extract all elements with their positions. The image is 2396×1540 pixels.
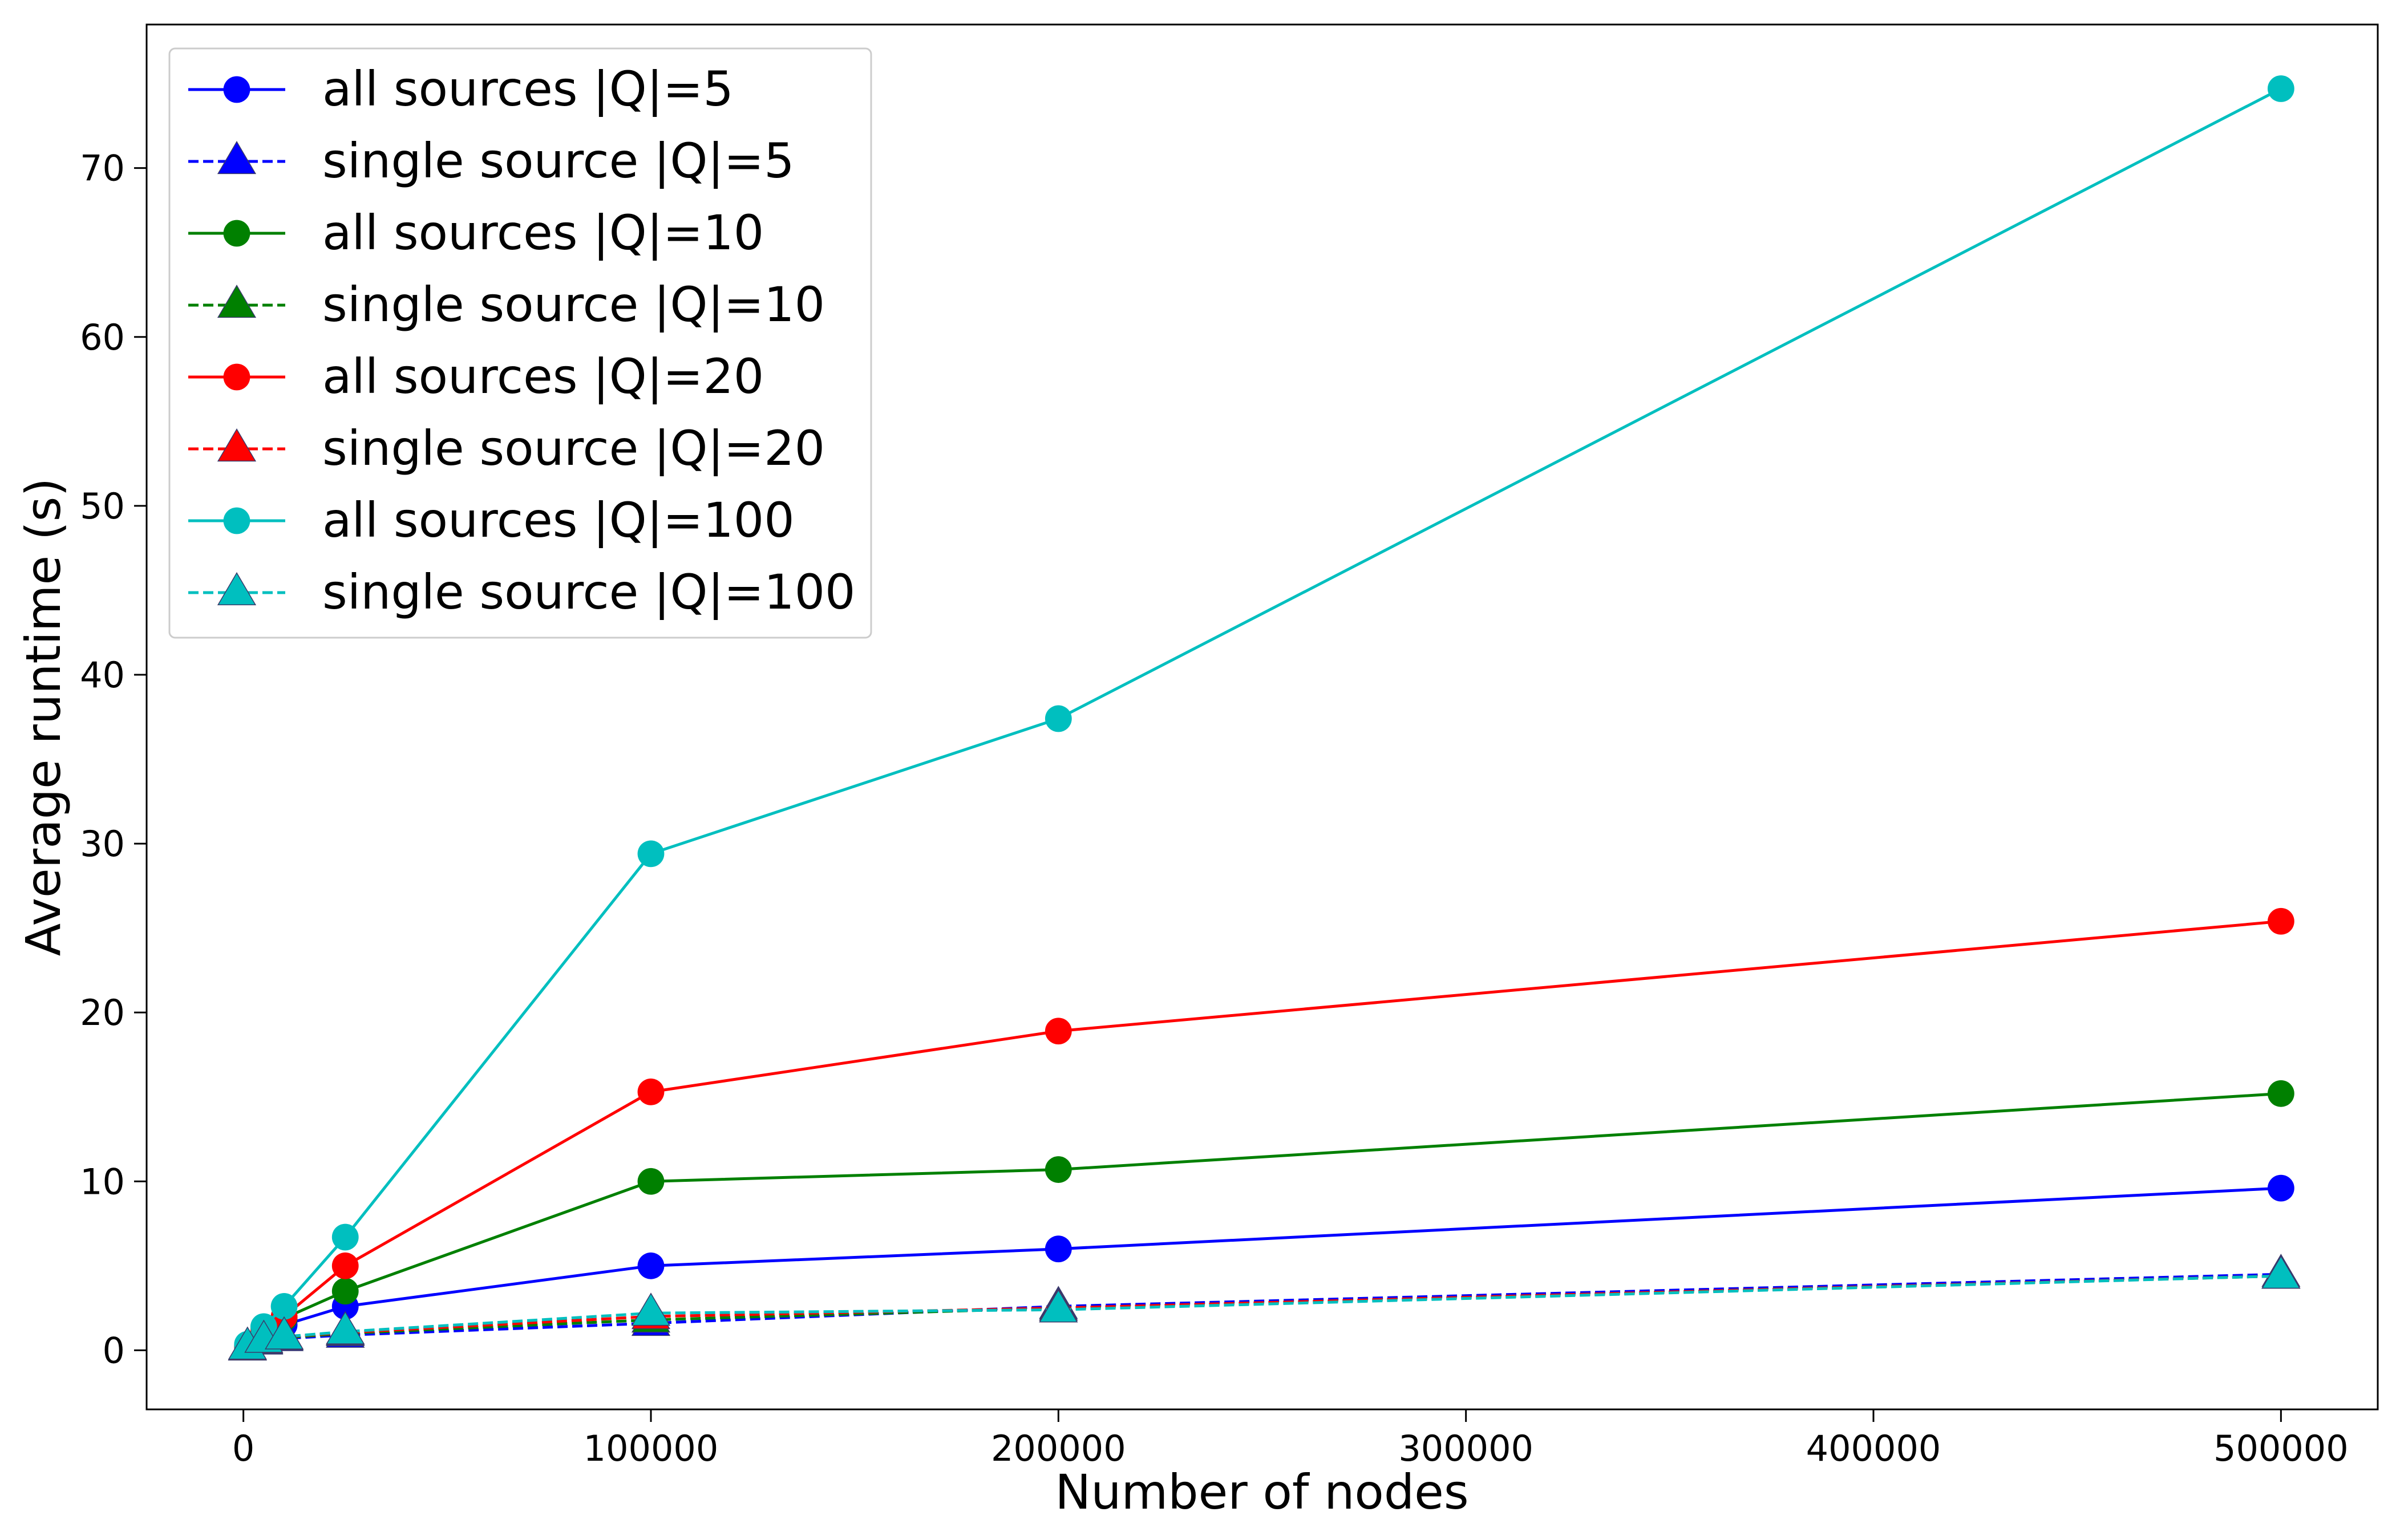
y-tick-label: 50 [80, 485, 125, 527]
legend-label: single source |Q|=10 [322, 277, 825, 333]
series-line [246, 1274, 2281, 1348]
legend-marker [223, 363, 250, 391]
legend-label: all sources |Q|=10 [322, 205, 764, 261]
data-point [631, 1292, 671, 1326]
data-point [2267, 75, 2294, 102]
legend-item: single source |Q|=5 [188, 133, 795, 189]
legend-item: all sources |Q|=100 [188, 492, 795, 548]
data-point [2261, 1255, 2301, 1289]
legend-frame [168, 47, 872, 639]
y-axis: 0 10 20 30 40 50 60 70 [80, 148, 147, 1371]
data-point [637, 1252, 665, 1279]
data-point [1045, 705, 1072, 732]
legend-marker [223, 507, 250, 534]
data-point [1045, 1156, 1072, 1183]
data-point [326, 1311, 365, 1344]
data-point [270, 1292, 298, 1320]
y-tick-label: 40 [80, 654, 125, 696]
data-point [331, 1278, 359, 1305]
y-tick-label: 10 [80, 1161, 125, 1202]
x-tick-label: 0 [232, 1428, 254, 1469]
series-line [246, 1186, 2281, 1348]
series-5 [228, 1255, 2301, 1361]
series-line [246, 1274, 2281, 1349]
data-point [331, 1252, 359, 1279]
data-point [2267, 1080, 2294, 1107]
data-point [1045, 1235, 1072, 1263]
series-layer [228, 75, 2301, 1361]
data-point [331, 1223, 359, 1251]
series-line [246, 1272, 2281, 1349]
legend-label: single source |Q|=5 [322, 133, 795, 189]
legend-marker [217, 285, 257, 318]
legend-marker [217, 141, 257, 175]
legend-label: all sources |Q|=100 [322, 492, 795, 548]
legend-marker [223, 76, 250, 103]
data-point [2267, 907, 2294, 935]
data-point [637, 1168, 665, 1195]
x-tick-label: 100000 [584, 1428, 719, 1469]
data-point [2267, 1174, 2294, 1202]
legend-item: single source |Q|=100 [188, 564, 855, 620]
y-tick-label: 70 [80, 148, 125, 189]
series-line [246, 1274, 2281, 1349]
legend-label: single source |Q|=20 [322, 420, 825, 476]
legend-label: single source |Q|=100 [322, 564, 855, 620]
legend-item: single source |Q|=10 [188, 277, 825, 333]
x-tick-label: 300000 [1398, 1428, 1533, 1469]
data-point [637, 840, 665, 868]
y-tick-label: 20 [80, 992, 125, 1034]
legend-item: all sources |Q|=20 [188, 348, 764, 404]
series-4 [234, 907, 2294, 1359]
legend-label: all sources |Q|=20 [322, 348, 764, 404]
x-tick-label: 200000 [991, 1428, 1126, 1469]
y-tick-label: 30 [80, 823, 125, 865]
legend-item: all sources |Q|=5 [188, 61, 734, 117]
data-point [1045, 1018, 1072, 1045]
series-2 [234, 1080, 2294, 1360]
series-7 [228, 1255, 2301, 1360]
x-axis: 0 100000 200000 300000 400000 500000 [232, 1409, 2349, 1469]
series-0 [234, 1174, 2294, 1360]
legend: all sources |Q|=5 single source |Q|=5 all … [168, 47, 872, 639]
legend-marker [217, 428, 257, 462]
data-point [637, 1078, 665, 1105]
legend-item: all sources |Q|=10 [188, 205, 764, 261]
x-tick-label: 500000 [2213, 1428, 2349, 1469]
plot-frame [145, 23, 2379, 1411]
x-tick-label: 400000 [1806, 1428, 1941, 1469]
series-line [246, 1092, 2281, 1347]
legend-item: single source |Q|=20 [188, 420, 825, 476]
y-tick-label: 60 [80, 317, 125, 358]
y-tick-label: 0 [103, 1330, 125, 1371]
series-1 [228, 1254, 2301, 1361]
series-3 [228, 1255, 2301, 1361]
legend-marker [217, 572, 257, 606]
data-point [1039, 1289, 1078, 1323]
data-point [265, 1316, 304, 1349]
y-axis-label: Average runtime (s) [15, 478, 71, 956]
legend-label: all sources |Q|=5 [322, 61, 734, 117]
legend-marker [223, 220, 250, 247]
x-axis-label: Number of nodes [1055, 1464, 1468, 1520]
